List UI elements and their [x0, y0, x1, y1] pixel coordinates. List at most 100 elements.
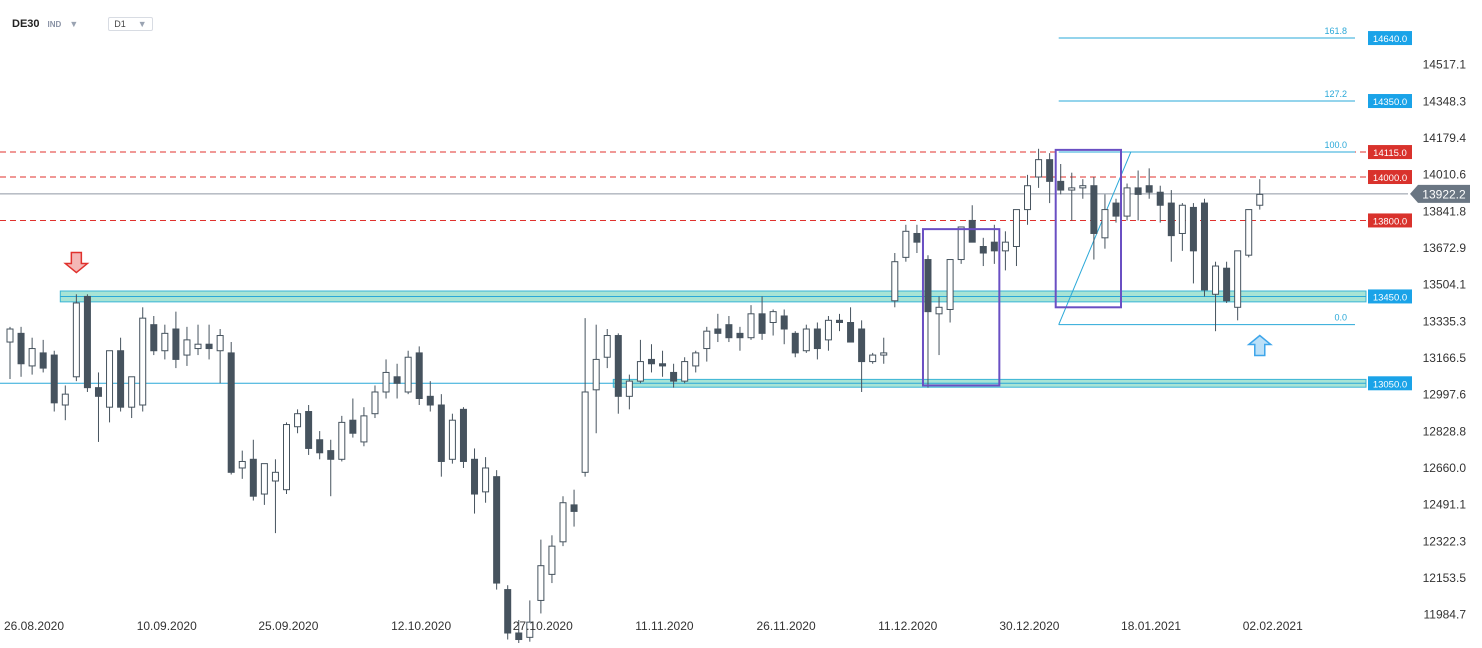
- x-tick-label-2: 25.09.2020: [258, 619, 318, 633]
- y-tick-label-13: 12322.3: [1423, 534, 1467, 548]
- fib-price-tag-0: 14640.0: [1373, 34, 1407, 45]
- candle-body-98: [1090, 185, 1098, 234]
- candle-body-50: [559, 502, 567, 543]
- candle-body-84: [935, 306, 943, 315]
- candle-body-3: [39, 352, 47, 369]
- candle-body-89: [990, 241, 998, 252]
- candle-body-45: [504, 589, 512, 634]
- candle-body-107: [1189, 206, 1197, 252]
- candle-body-81: [902, 230, 910, 258]
- candle-body-34: [382, 371, 390, 393]
- candle-body-83: [924, 259, 932, 313]
- x-tick-label-0: 26.08.2020: [4, 619, 64, 633]
- candle-body-17: [194, 343, 202, 350]
- y-tick-label-6: 13504.1: [1423, 278, 1467, 292]
- candle-body-58: [647, 358, 655, 365]
- y-tick-label-0: 14517.1: [1423, 58, 1467, 72]
- candle-body-86: [957, 226, 965, 261]
- y-tick-label-5: 13672.9: [1423, 241, 1467, 255]
- zone-price-tag-0-bg: [1368, 289, 1412, 304]
- candle-body-69: [769, 311, 777, 324]
- timeframe-value: D1: [114, 19, 126, 29]
- candle-body-87: [968, 219, 976, 243]
- x-tick-label-1: 10.09.2020: [137, 619, 197, 633]
- symbol-label[interactable]: DE30: [12, 18, 40, 30]
- candle-body-101: [1123, 187, 1131, 217]
- level-price-tag-0: 14115.0: [1373, 148, 1407, 159]
- y-tick-label-12: 12491.1: [1423, 498, 1467, 512]
- candle-body-1: [17, 332, 25, 365]
- buy-arrow-icon: [1246, 334, 1273, 357]
- zone-price-tag-1: 13050.0: [1373, 379, 1407, 390]
- candle-body-47: [526, 621, 534, 638]
- candle-body-54: [603, 335, 611, 358]
- x-tick-label-7: 11.12.2020: [878, 619, 937, 633]
- candle-body-110: [1223, 267, 1231, 302]
- sell-arrow-icon: [63, 251, 90, 274]
- candle-body-36: [404, 356, 412, 393]
- candle-body-15: [172, 328, 180, 360]
- fib-ratio-label-2: 100.0: [1324, 140, 1347, 150]
- candle-body-85: [946, 259, 954, 310]
- candle-body-30: [338, 421, 346, 460]
- y-tick-label-4: 13841.8: [1423, 204, 1467, 218]
- candle-body-35: [393, 376, 401, 384]
- candle-body-29: [327, 450, 335, 460]
- candle-body-108: [1200, 202, 1208, 291]
- candle-body-38: [426, 395, 434, 406]
- y-tick-label-14: 12153.5: [1423, 571, 1467, 585]
- candle-body-92: [1024, 185, 1032, 211]
- candle-body-90: [1001, 241, 1009, 252]
- x-tick-label-9: 18.01.2021: [1121, 619, 1181, 633]
- x-tick-label-8: 30.12.2020: [999, 619, 1059, 633]
- candle-body-2: [28, 348, 36, 367]
- fib-ratio-label-0: 161.8: [1324, 26, 1347, 36]
- level-price-tag-2: 13800.0: [1373, 216, 1407, 227]
- candle-body-95: [1057, 180, 1065, 191]
- candle-body-68: [758, 313, 766, 334]
- chevron-down-icon[interactable]: ▼: [69, 19, 79, 29]
- candle-body-18: [205, 343, 213, 350]
- current-price-pill: [1410, 184, 1470, 203]
- candle-body-21: [238, 460, 246, 469]
- candle-body-78: [869, 354, 877, 363]
- timeframe-select[interactable]: D1 ▼: [108, 17, 153, 31]
- x-tick-label-4: 27.10.2020: [513, 619, 573, 633]
- fib-ratio-label-1: 127.2: [1324, 89, 1347, 99]
- candle-body-80: [891, 261, 899, 302]
- candle-body-55: [614, 335, 622, 397]
- candle-body-94: [1046, 159, 1054, 182]
- candle-body-61: [681, 361, 689, 382]
- candle-body-46: [515, 632, 523, 641]
- candle-body-33: [371, 391, 379, 415]
- y-tick-label-7: 13335.3: [1423, 314, 1467, 328]
- market-badge: IND: [47, 19, 62, 29]
- candle-body-105: [1167, 202, 1175, 237]
- candle-body-52: [581, 391, 589, 473]
- candle-body-97: [1079, 185, 1087, 189]
- candle-body-20: [227, 352, 235, 473]
- candle-body-6: [72, 302, 80, 378]
- x-tick-label-6: 26.11.2020: [756, 619, 815, 633]
- candle-body-102: [1134, 187, 1142, 195]
- candle-body-91: [1012, 209, 1020, 248]
- y-tick-label-8: 13166.5: [1423, 351, 1467, 365]
- candle-body-82: [913, 232, 921, 243]
- candle-body-4: [50, 354, 58, 404]
- candle-body-32: [360, 415, 368, 443]
- candle-body-7: [83, 295, 91, 389]
- candle-body-93: [1035, 159, 1043, 178]
- chart-toolbar: DE30 IND ▼ D1 ▼: [12, 14, 153, 34]
- level-price-tag-1: 14000.0: [1373, 173, 1407, 184]
- candle-body-111: [1234, 250, 1242, 308]
- candle-body-59: [659, 363, 667, 367]
- y-tick-label-2: 14179.4: [1423, 131, 1467, 145]
- candle-body-106: [1178, 204, 1186, 234]
- fib-price-tag-1-bg: [1368, 94, 1412, 109]
- candle-body-41: [459, 408, 467, 462]
- fib-price-tag-1: 14350.0: [1373, 97, 1407, 108]
- candle-body-63: [703, 330, 711, 350]
- candle-body-25: [283, 424, 290, 491]
